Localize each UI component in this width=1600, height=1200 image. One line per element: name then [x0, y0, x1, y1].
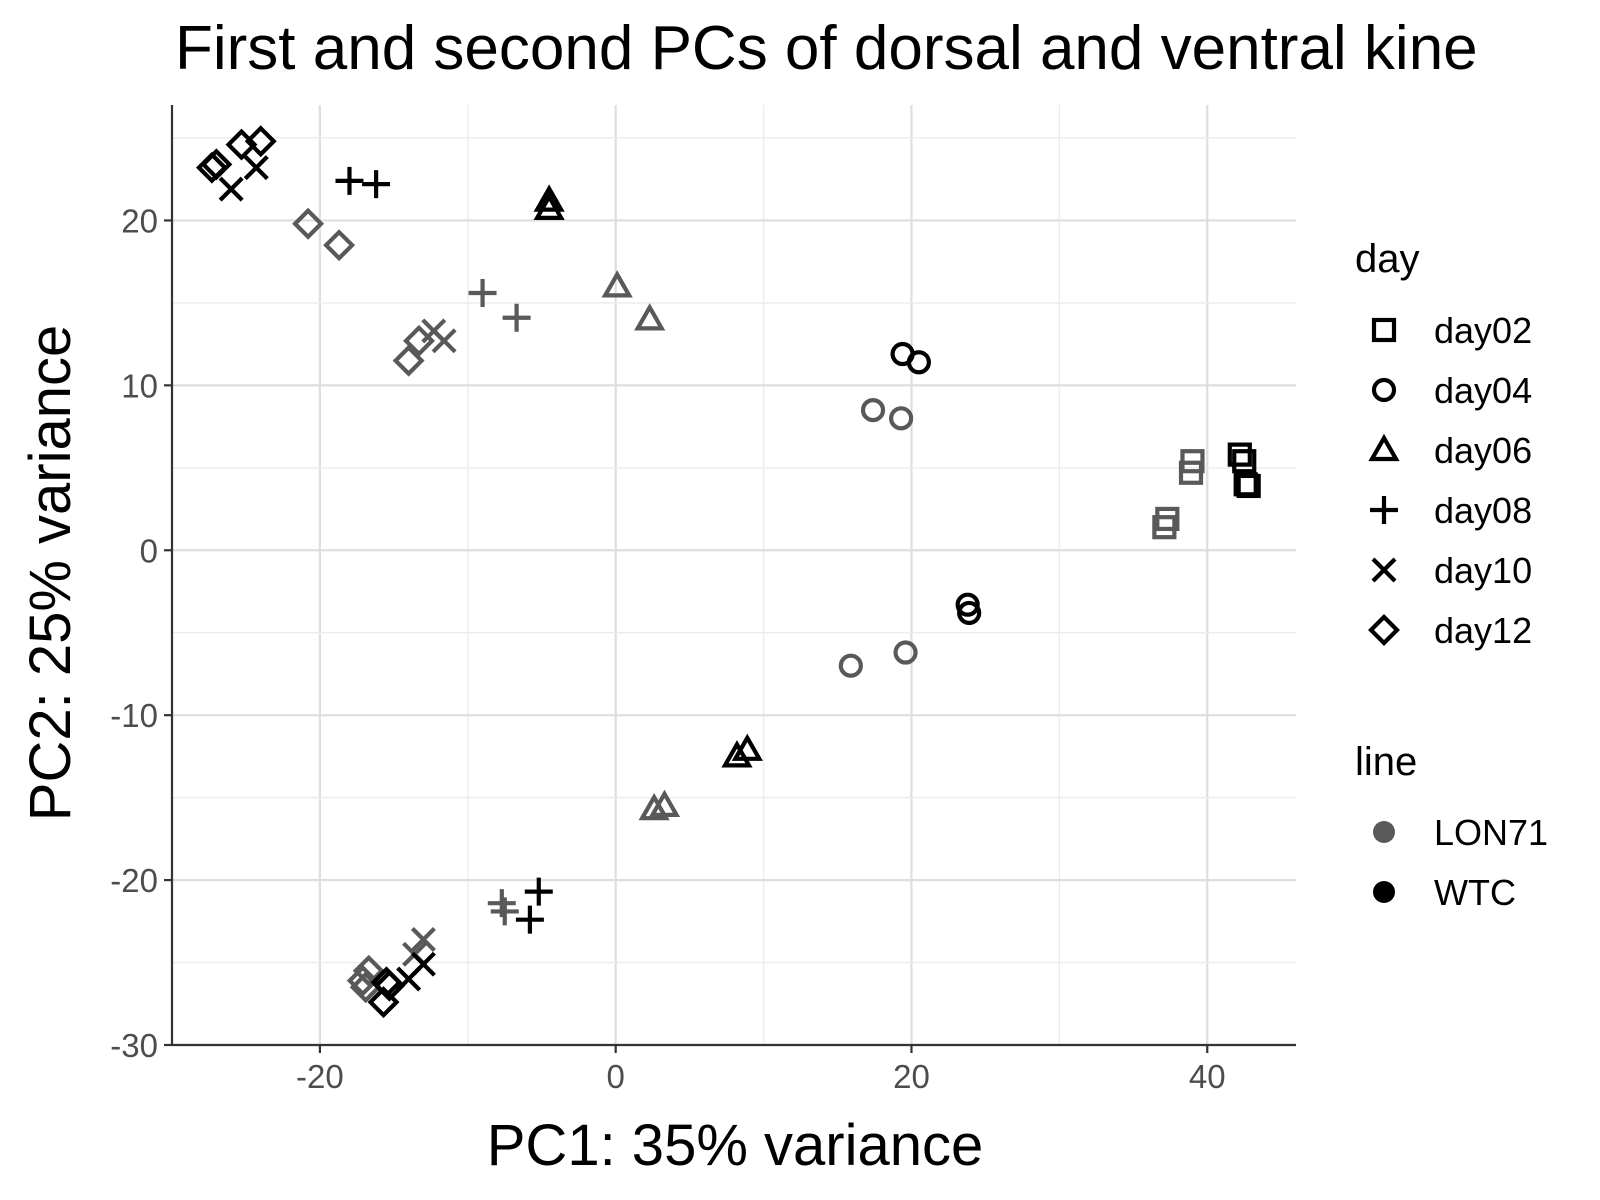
point-day04-lon71 [838, 653, 863, 678]
point-day08-wtc [515, 905, 544, 934]
legend-title-day: day [1355, 237, 1420, 281]
point-day12-wtc [244, 125, 277, 158]
plot-grid [171, 105, 1296, 1047]
chart-title: First and second PCs of dorsal and ventr… [175, 14, 1478, 83]
point-day08-lon71 [502, 303, 531, 332]
point-day02-wtc [1236, 473, 1261, 499]
legend-key-day12 [1368, 614, 1400, 646]
legend-label-day04: day04 [1434, 370, 1532, 411]
point-day12-lon71 [403, 324, 435, 357]
point-day08-wtc [524, 877, 553, 906]
point-day06-wtc [533, 192, 565, 220]
x-tick-label: -20 [296, 1058, 344, 1095]
point-day12-lon71 [292, 207, 325, 240]
point-day12-wtc [200, 148, 233, 181]
legend-title-line: line [1355, 740, 1417, 784]
point-day06-wtc [731, 733, 763, 761]
point-day08-wtc [362, 170, 391, 199]
y-tick-label: 10 [121, 367, 158, 404]
legend-label-day08: day08 [1434, 490, 1532, 531]
data-points [195, 125, 1261, 1019]
point-day12-wtc [373, 969, 406, 1002]
legend-label-wtc: WTC [1434, 872, 1516, 913]
point-day08-lon71 [490, 897, 519, 926]
point-day04-lon71 [893, 640, 918, 665]
y-tick-label: -10 [110, 697, 158, 734]
point-day08-lon71 [468, 279, 497, 307]
point-day06-lon71 [634, 303, 666, 331]
point-day12-lon71 [346, 964, 379, 997]
legend-key-day10 [1371, 557, 1397, 583]
point-day12-lon71 [392, 344, 425, 377]
point-day10-wtc [410, 951, 436, 977]
legend-key-day04 [1371, 377, 1397, 403]
point-day04-lon71 [860, 397, 886, 423]
point-day10-wtc [243, 155, 269, 181]
plot-axes [164, 105, 1296, 1053]
y-axis-title: PC2: 25% variance [18, 325, 83, 821]
point-day10-lon71 [410, 926, 436, 952]
point-day10-wtc [218, 176, 244, 202]
y-tick-label: -30 [110, 1027, 158, 1064]
point-day06-lon71 [648, 789, 681, 817]
point-day04-lon71 [889, 406, 914, 431]
x-tick-labels: -20 0 20 40 [296, 1058, 1226, 1095]
y-tick-labels: -30 -20 -10 0 10 20 [110, 202, 158, 1064]
x-axis-title: PC1: 35% variance [487, 1113, 983, 1178]
point-day02-wtc [1227, 442, 1252, 467]
legend-label-lon71: LON71 [1434, 812, 1548, 853]
point-day04-wtc [957, 600, 982, 626]
legend-label-day02: day02 [1434, 310, 1532, 351]
point-day08-wtc [335, 166, 364, 195]
x-tick-label: 40 [1189, 1058, 1226, 1095]
y-tick-label: -20 [110, 862, 158, 899]
point-day06-wtc [533, 184, 565, 212]
point-day02-wtc [1232, 449, 1257, 474]
point-day02-lon71 [1180, 449, 1205, 474]
x-tick-label: 20 [893, 1058, 930, 1095]
legend-key-day02 [1371, 317, 1397, 343]
point-day04-wtc [906, 350, 931, 375]
point-day12-wtc [367, 986, 400, 1019]
legend-key-day06 [1368, 433, 1400, 462]
x-tick-label: 0 [607, 1058, 625, 1095]
y-tick-label: 20 [121, 202, 158, 239]
point-day10-lon71 [431, 328, 457, 354]
legend-key-lon71 [1373, 821, 1395, 843]
legend-key-wtc [1373, 881, 1395, 903]
point-day06-lon71 [601, 270, 633, 298]
point-day12-lon71 [352, 954, 385, 987]
y-tick-label: 0 [140, 532, 158, 569]
point-day02-lon71 [1155, 506, 1180, 532]
legend-label-day12: day12 [1434, 610, 1532, 651]
legend-area: day day02 day04 day06 day08 day10 day12 line LON… [1355, 237, 1548, 913]
point-day12-lon71 [323, 229, 356, 262]
point-day06-lon71 [638, 792, 670, 821]
legend-label-day10: day10 [1434, 550, 1532, 591]
legend-label-day06: day06 [1434, 430, 1532, 471]
point-day06-wtc [721, 740, 753, 768]
legend-key-day08 [1370, 496, 1398, 524]
